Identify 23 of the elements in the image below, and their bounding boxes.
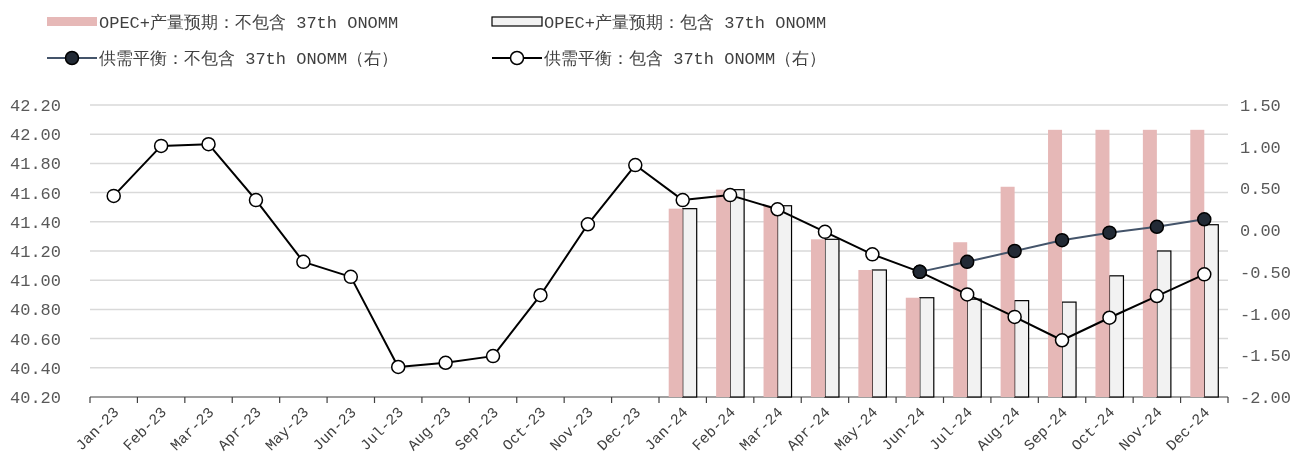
- y-tick-label: 41.40: [10, 213, 62, 233]
- legend-label: OPEC+产量预期：包含 37th ONOMM: [544, 13, 827, 33]
- y-tick-label: 42.20: [10, 97, 62, 116]
- y2-tick-label: -1.50: [1240, 347, 1292, 367]
- y2-tick-label: 1.50: [1240, 97, 1281, 116]
- y2-tick-label: -2.00: [1240, 389, 1292, 408]
- y-tick-label: 40.80: [10, 301, 62, 321]
- y-tick-label: 40.20: [10, 389, 62, 408]
- legend-label: 供需平衡：包含 37th ONOMM（右）: [544, 50, 827, 69]
- legend-label: OPEC+产量预期：不包含 37th ONOMM: [99, 13, 399, 33]
- y-tick-label: 40.60: [10, 330, 62, 350]
- y2-tick-label: 0.50: [1240, 180, 1281, 200]
- y2-tick-label: 1.00: [1240, 138, 1281, 158]
- y2-tick-label: 0.00: [1240, 222, 1281, 242]
- legend-label: 供需平衡：不包含 37th ONOMM（右）: [99, 50, 399, 69]
- y-tick-label: 40.40: [10, 359, 62, 379]
- y2-tick-label: -0.50: [1240, 263, 1292, 283]
- y-tick-label: 42.00: [10, 126, 62, 146]
- y-tick-label: 41.80: [10, 155, 62, 175]
- y-tick-label: 41.00: [10, 272, 62, 292]
- y-tick-label: 41.20: [10, 243, 62, 262]
- y2-tick-label: -1.00: [1240, 305, 1292, 325]
- y-tick-label: 41.60: [10, 184, 62, 204]
